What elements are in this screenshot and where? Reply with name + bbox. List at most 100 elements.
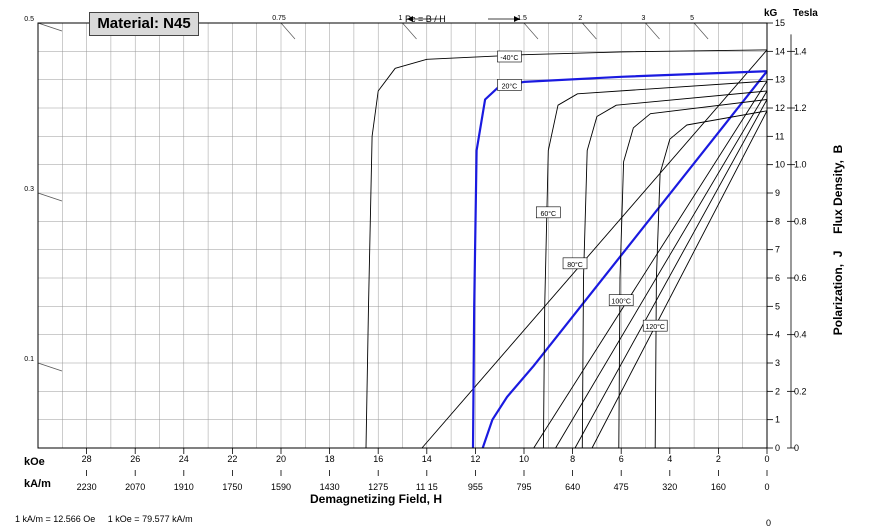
- x-tick-label-koe: 20: [276, 454, 286, 464]
- x-tick-label-koe: 24: [179, 454, 189, 464]
- y-tick-label-kg: 10: [775, 160, 785, 170]
- pc-tick-label: 0.3: [24, 186, 34, 193]
- x-tick-label-kam: 1275: [368, 482, 388, 492]
- j-curve-120°C: [654, 110, 768, 449]
- pc-equation: Pc = B / H: [405, 14, 446, 24]
- x-tick-label-kam: 475: [614, 482, 629, 492]
- x-tick-label-koe: 10: [519, 454, 529, 464]
- pc-line: [582, 22, 597, 40]
- x-tick-label-koe: 14: [422, 454, 432, 464]
- pc-lines: 0.5 0.3 0.1 0.75 1 1.5 2 3 5: [24, 15, 709, 372]
- pc-tick-label: 0.5: [24, 16, 34, 23]
- x-tick-label-koe: 4: [667, 454, 672, 464]
- x-tick-label-koe: 8: [570, 454, 575, 464]
- y-tick-label-tesla: 0.2: [794, 386, 807, 396]
- pc-tick-label: 0.1: [24, 356, 34, 363]
- curve-label--40°C: -40°C: [500, 54, 518, 62]
- x-tick-label-kam: 2230: [77, 482, 97, 492]
- x-tick-label-kam: 1750: [222, 482, 242, 492]
- curve-label-120°C: 120°C: [645, 323, 665, 331]
- corner-zero: 0: [766, 518, 772, 528]
- x-tick-label-koe: 0: [764, 454, 769, 464]
- x-tick-label-koe: 12: [470, 454, 480, 464]
- curve-label-box: [497, 79, 522, 91]
- curve-label-60°C: 60°C: [540, 210, 556, 218]
- chart-title: Material: N45: [89, 12, 199, 36]
- curves: [365, 49, 768, 449]
- y-tick-label-kg: 7: [775, 245, 780, 255]
- curve-label-box: [497, 50, 522, 63]
- j-curve-80°C: [581, 90, 768, 449]
- b-curve-120°C: [591, 110, 768, 449]
- y-tick-label-tesla: 1.0: [794, 160, 807, 170]
- y-tick-label-tesla: 1.2: [794, 103, 807, 113]
- pc-line: [37, 22, 63, 32]
- j-curve--40°C: [365, 49, 768, 449]
- y-tick-label-tesla: 0.4: [794, 330, 807, 340]
- x-tick-label-koe: 2: [716, 454, 721, 464]
- curve-label-box: [535, 206, 561, 219]
- x-tick-label-koe: 18: [325, 454, 335, 464]
- b-curve--40°C: [421, 49, 768, 449]
- x-tick-label-kam: 11 15: [416, 482, 438, 492]
- y-tick-label-tesla: 0.8: [794, 216, 807, 226]
- x-tick-label-kam: 1910: [174, 482, 194, 492]
- curve-labels: -40°C 20°C 60°C 80°C 100°C 120°C: [497, 50, 668, 332]
- y-tick-label-kg: 5: [775, 301, 780, 311]
- curve-label-box: [562, 257, 588, 270]
- pc-line: [280, 22, 296, 40]
- y-tick-label-tesla: 0: [794, 443, 799, 453]
- y-tick-label-kg: 15: [775, 18, 785, 28]
- pc-tick-label: 1: [399, 15, 403, 22]
- x-axis-title: Demagnetizing Field, H: [310, 492, 443, 506]
- b-curve-100°C: [574, 99, 768, 449]
- pc-arrow-left-head: [407, 16, 413, 22]
- x-tick-label-koe: 16: [373, 454, 383, 464]
- x-tick-label-kam: 1590: [271, 482, 291, 492]
- pc-tick-label: 0.75: [272, 15, 286, 22]
- pc-line: [523, 22, 539, 40]
- y-tick-label-kg: 1: [775, 415, 780, 425]
- x-tick-label-kam: 2070: [125, 482, 145, 492]
- y-tick-label-tesla: 1.4: [794, 46, 807, 56]
- curve-label-100°C: 100°C: [611, 298, 631, 306]
- y-tick-label-kg: 13: [775, 75, 785, 85]
- x-tick-label-kam: 955: [468, 482, 483, 492]
- y-tick-label-kg: 14: [775, 46, 785, 56]
- pc-line: [693, 22, 709, 40]
- y-tick-label-kg: 4: [775, 330, 780, 340]
- pc-tick-label: 2: [578, 15, 582, 22]
- y-tick-label-tesla: 0.6: [794, 273, 807, 283]
- y-tick-label-kg: 8: [775, 216, 780, 226]
- x-unit-kam: kA/m: [24, 478, 51, 490]
- y-tick-label-kg: 6: [775, 273, 780, 283]
- x-tick-label-kam: 1430: [320, 482, 340, 492]
- x-tick-label-koe: 22: [227, 454, 237, 464]
- y-tick-label-kg: 9: [775, 188, 780, 198]
- pc-tick-label: 3: [642, 15, 646, 22]
- x-tick-label-kam: 320: [662, 482, 677, 492]
- curve-label-20°C: 20°C: [502, 82, 518, 90]
- j-curve-60°C: [542, 80, 768, 449]
- x-tick-label-kam: 640: [565, 482, 580, 492]
- j-curve-100°C: [618, 99, 768, 449]
- x-tick-label-koe: 28: [82, 454, 92, 464]
- pc-tick-label: 1.5: [517, 15, 527, 22]
- x-tick-label-kam: 160: [711, 482, 726, 492]
- x-tick-label-koe: 6: [619, 454, 624, 464]
- plot-frame: [37, 22, 768, 449]
- b-curve-80°C: [555, 90, 768, 449]
- y-tick-label-kg: 0: [775, 443, 780, 453]
- curve-label-box: [608, 294, 634, 306]
- y-tick-label-kg: 12: [775, 103, 785, 113]
- pc-tick-label: 5: [690, 15, 694, 22]
- pc-line: [645, 22, 660, 40]
- b-curve-20°C: [481, 70, 768, 449]
- j-curve-20°C: [471, 70, 768, 449]
- b-curve-60°C: [533, 80, 768, 449]
- x-unit-koe: kOe: [24, 456, 45, 468]
- y-tick-label-kg: 2: [775, 386, 780, 396]
- pc-line: [37, 362, 63, 372]
